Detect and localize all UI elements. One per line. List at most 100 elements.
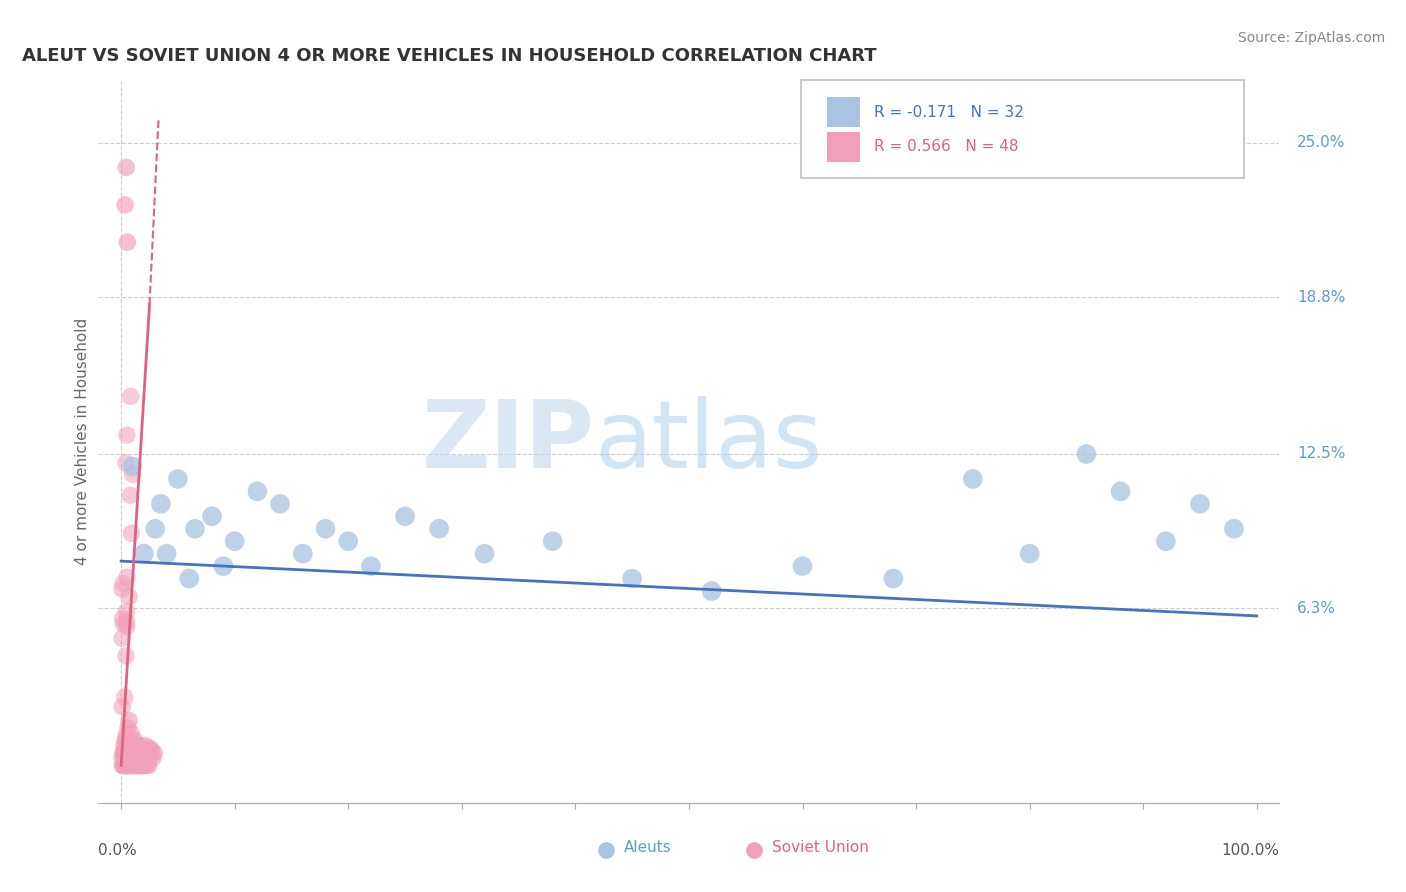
Point: [118, 758, 141, 772]
Point: [131, 751, 153, 765]
Point: [114, 733, 136, 747]
Point: [167, 472, 190, 486]
Point: [118, 714, 141, 728]
Point: [135, 758, 157, 772]
Point: [111, 751, 134, 765]
Point: [127, 758, 149, 772]
FancyBboxPatch shape: [801, 80, 1244, 178]
Point: [111, 632, 134, 646]
Point: [118, 758, 141, 772]
Point: [315, 522, 337, 536]
Point: [179, 572, 201, 586]
Point: [115, 758, 138, 772]
Point: [115, 758, 138, 772]
Point: [122, 751, 145, 765]
Point: [132, 758, 155, 772]
Point: [125, 748, 148, 763]
Point: [127, 746, 149, 760]
Text: 6.3%: 6.3%: [1298, 601, 1336, 616]
Point: [117, 758, 139, 772]
Text: Aleuts: Aleuts: [624, 840, 672, 855]
Point: [184, 522, 207, 536]
Point: [115, 570, 138, 584]
Point: [337, 534, 360, 549]
Point: [120, 758, 142, 772]
Point: [1223, 522, 1246, 536]
Text: R = 0.566   N = 48: R = 0.566 N = 48: [875, 139, 1019, 154]
Point: [139, 748, 162, 763]
Text: R = -0.171   N = 32: R = -0.171 N = 32: [875, 104, 1024, 120]
Text: Source: ZipAtlas.com: Source: ZipAtlas.com: [1237, 31, 1385, 45]
Point: [1076, 447, 1098, 461]
Point: [138, 741, 160, 756]
Point: [112, 739, 135, 753]
Point: [128, 751, 150, 765]
Point: [541, 534, 564, 549]
Point: [122, 739, 145, 753]
Point: [138, 746, 160, 760]
Point: [1018, 547, 1040, 561]
Point: [127, 758, 149, 772]
Point: [111, 746, 134, 760]
Point: [112, 748, 135, 763]
Point: [132, 743, 155, 757]
Point: [1154, 534, 1177, 549]
Text: Soviet Union: Soviet Union: [772, 840, 869, 855]
Point: [121, 459, 143, 474]
Point: [120, 736, 142, 750]
Point: [121, 526, 143, 541]
Point: [132, 748, 155, 763]
Bar: [827, 97, 860, 128]
Point: [136, 743, 159, 757]
Point: [143, 746, 166, 760]
Point: [155, 547, 177, 561]
Point: [132, 746, 155, 760]
Point: [124, 746, 146, 760]
Point: [115, 615, 138, 629]
Point: [212, 559, 235, 574]
Point: [125, 758, 148, 772]
Text: 0.0%: 0.0%: [98, 843, 138, 857]
Point: [111, 758, 134, 772]
Point: [117, 751, 139, 765]
Point: [112, 616, 135, 631]
Point: [111, 758, 134, 772]
Y-axis label: 4 or more Vehicles in Household: 4 or more Vehicles in Household: [75, 318, 90, 566]
Point: [291, 547, 314, 561]
Point: [125, 758, 148, 772]
Point: [117, 235, 139, 250]
Point: [134, 758, 156, 772]
Point: [120, 741, 142, 756]
Point: [115, 604, 138, 618]
Point: [115, 758, 138, 772]
Point: [114, 743, 136, 757]
Point: [114, 648, 136, 663]
Point: [121, 758, 143, 772]
Text: 18.8%: 18.8%: [1298, 290, 1346, 304]
Point: [111, 699, 134, 714]
Point: [129, 746, 152, 760]
Point: [427, 522, 450, 536]
Point: [124, 758, 146, 772]
Point: [136, 758, 159, 772]
Point: [131, 758, 153, 772]
Point: [115, 161, 138, 175]
Point: [111, 582, 134, 596]
Text: 100.0%: 100.0%: [1222, 843, 1279, 857]
Point: [1188, 497, 1211, 511]
Point: [129, 748, 152, 763]
Point: [121, 758, 143, 772]
Point: [120, 726, 142, 740]
Text: atlas: atlas: [595, 395, 823, 488]
Point: [700, 584, 723, 599]
Point: [128, 758, 150, 772]
Text: 12.5%: 12.5%: [1298, 447, 1346, 461]
Point: [201, 509, 224, 524]
Point: [127, 758, 149, 772]
Point: [118, 748, 141, 763]
Point: [115, 758, 138, 772]
Point: [124, 733, 146, 747]
Point: [127, 741, 149, 756]
Point: [138, 758, 160, 772]
Text: ZIP: ZIP: [422, 395, 595, 488]
